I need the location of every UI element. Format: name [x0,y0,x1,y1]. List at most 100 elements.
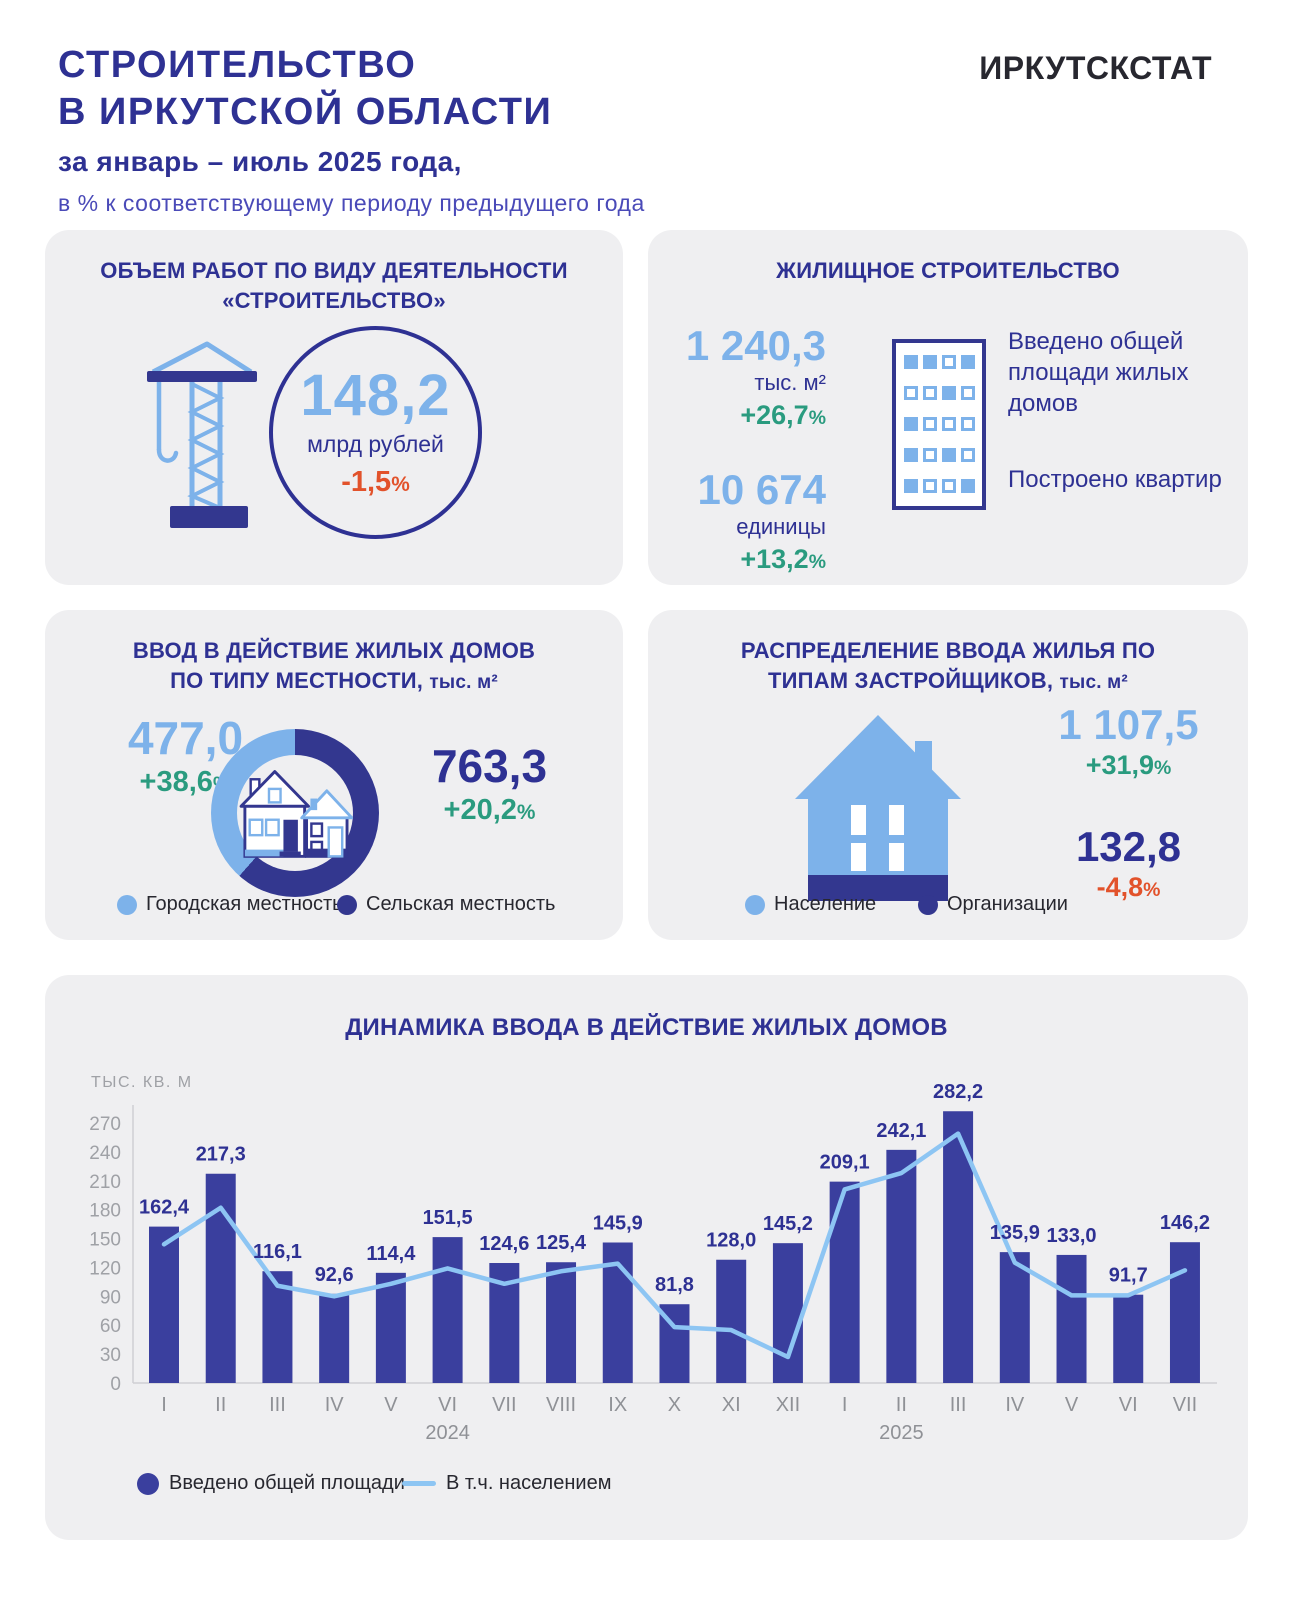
legend-population: Население [745,893,876,916]
svg-text:V: V [384,1394,398,1416]
rural-legend-label: Сельская местность [366,893,556,915]
svg-text:282,2: 282,2 [933,1081,983,1103]
panel-title: ОБЪЕМ РАБОТ ПО ВИДУ ДЕЯТЕЛЬНОСТИ «СТРОИТ… [45,230,623,316]
building-window [904,417,918,431]
svg-text:I: I [842,1394,848,1416]
house-icon [795,715,961,901]
panel-title-line1: ВВОД В ДЕЙСТВИЕ ЖИЛЫХ ДОМОВ [132,638,536,663]
building-window [904,386,918,400]
svg-text:135,9: 135,9 [990,1222,1040,1244]
svg-text:270: 270 [89,1114,121,1135]
panel-title: ЖИЛИЩНОЕ СТРОИТЕЛЬСТВО [776,258,1120,283]
line-legend-swatch [402,1481,436,1486]
population-change: +31,9% [1085,750,1172,780]
housing-apartments-label: Построено квартир [1008,466,1222,493]
svg-text:210: 210 [89,1172,121,1193]
panel-title-unit: тыс. м² [429,672,498,693]
svg-text:128,0: 128,0 [706,1230,756,1252]
panel-title-line2: ТИПАМ ЗАСТРОЙЩИКОВ, тыс. м² [768,668,1128,693]
svg-text:II: II [215,1394,226,1416]
svg-text:116,1: 116,1 [253,1241,302,1263]
building-window [923,355,937,369]
building-window [942,479,956,493]
building-window [904,448,918,462]
dynamics-bar-line-chart: 0 30 60 90 120 150 180 210 240 270 ТЫС. КВ. М 162,4… [89,1074,1217,1444]
svg-text:30: 30 [100,1345,121,1366]
organizations-legend-label: Организации [947,893,1068,915]
building-window [923,386,937,400]
building-window [961,448,975,462]
panel-housing-construction: ЖИЛИЩНОЕ СТРОИТЕЛЬСТВО 1 240,3 тыс. м² +… [648,230,1248,585]
report-period: за январь – июль 2025 года, [58,146,462,177]
panel-title-line1: РАСПРЕДЕЛЕНИЕ ВВОДА ЖИЛЬЯ ПО [740,638,1156,663]
building-window [942,386,956,400]
organizations-legend-dot [918,894,938,915]
building-window [904,479,918,493]
svg-text:124,6: 124,6 [479,1233,529,1255]
panel-title-unit: тыс. м² [1059,672,1128,693]
building-window [923,479,937,493]
svg-text:III: III [950,1394,967,1416]
population-block: 1 107,5 +31,9% [1036,702,1221,781]
legend-by-population: В т.ч. населением [402,1472,611,1495]
svg-text:120: 120 [89,1258,121,1279]
legend-organizations: Организации [918,893,1068,916]
apartment-building-icon [892,339,986,510]
chart-title: ДИНАМИКА ВВОДА В ДЕЙСТВИЕ ЖИЛЫХ ДОМОВ [345,1014,948,1041]
population-legend-dot [745,894,765,915]
svg-text:60: 60 [100,1316,121,1337]
page-title: СТРОИТЕЛЬСТВО В ИРКУТСКОЙ ОБЛАСТИ [58,42,645,136]
legend-rural: Сельская местность [337,893,555,916]
donut-hole [237,755,353,871]
svg-text:0: 0 [110,1374,121,1395]
svg-text:145,2: 145,2 [763,1213,813,1235]
housing-area-unit: тыс. м² [754,370,826,395]
building-window [904,355,918,369]
housing-area-label: Введено общей площади жилых домов [1008,328,1189,417]
houses-icon [239,770,353,858]
svg-text:133,0: 133,0 [1046,1225,1096,1247]
urban-legend-dot [117,894,137,915]
svg-text:114,4: 114,4 [366,1243,416,1265]
panel-title: РАСПРЕДЕЛЕНИЕ ВВОДА ЖИЛЬЯ ПО ТИПАМ ЗАСТР… [648,610,1248,698]
svg-text:217,3: 217,3 [196,1144,246,1166]
building-window [923,448,937,462]
page-title-line2: В ИРКУТСКОЙ ОБЛАСТИ [58,91,553,133]
svg-text:ТЫС. КВ. М: ТЫС. КВ. М [91,1074,193,1091]
building-window [942,417,956,431]
panel-locality-type: ВВОД В ДЕЙСТВИЕ ЖИЛЫХ ДОМОВ ПО ТИПУ МЕСТ… [45,610,623,940]
svg-text:IV: IV [325,1394,345,1416]
building-window [961,479,975,493]
housing-area-value: 1 240,3 [685,322,826,369]
svg-text:IV: IV [1005,1394,1025,1416]
svg-text:162,4: 162,4 [139,1197,190,1219]
building-window [923,417,937,431]
rural-legend-dot [337,894,357,915]
svg-text:XII: XII [776,1394,800,1416]
building-window [942,448,956,462]
line-legend-label: В т.ч. населением [446,1472,612,1494]
svg-text:145,9: 145,9 [593,1212,643,1234]
panel-title-line1: ОБЪЕМ РАБОТ ПО ВИДУ ДЕЯТЕЛЬНОСТИ [100,258,568,283]
volume-unit: млрд рублей [307,430,444,457]
legend-total-area: Введено общей площади [137,1472,405,1495]
housing-apartments-value: 10 674 [697,466,826,513]
housing-area-block: 1 240,3 тыс. м² +26,7% [666,324,826,431]
svg-text:II: II [896,1394,907,1416]
housing-apartments-block: 10 674 единицы +13,2% [666,468,826,575]
page-title-line1: СТРОИТЕЛЬСТВО [58,44,417,86]
building-window [961,355,975,369]
svg-text:VI: VI [1119,1394,1138,1416]
bar-legend-dot [137,1472,159,1495]
housing-area-change: +26,7% [740,400,826,430]
population-value: 1 107,5 [1058,701,1199,748]
svg-text:91,7: 91,7 [1109,1265,1148,1287]
population-legend-label: Население [774,893,877,915]
building-window [961,417,975,431]
volume-change: -1,5% [341,465,410,498]
svg-text:90: 90 [100,1287,121,1308]
svg-text:146,2: 146,2 [1160,1212,1210,1234]
crane-icon [147,341,257,528]
panel-title-line2: ПО ТИПУ МЕСТНОСТИ, тыс. м² [170,668,498,693]
